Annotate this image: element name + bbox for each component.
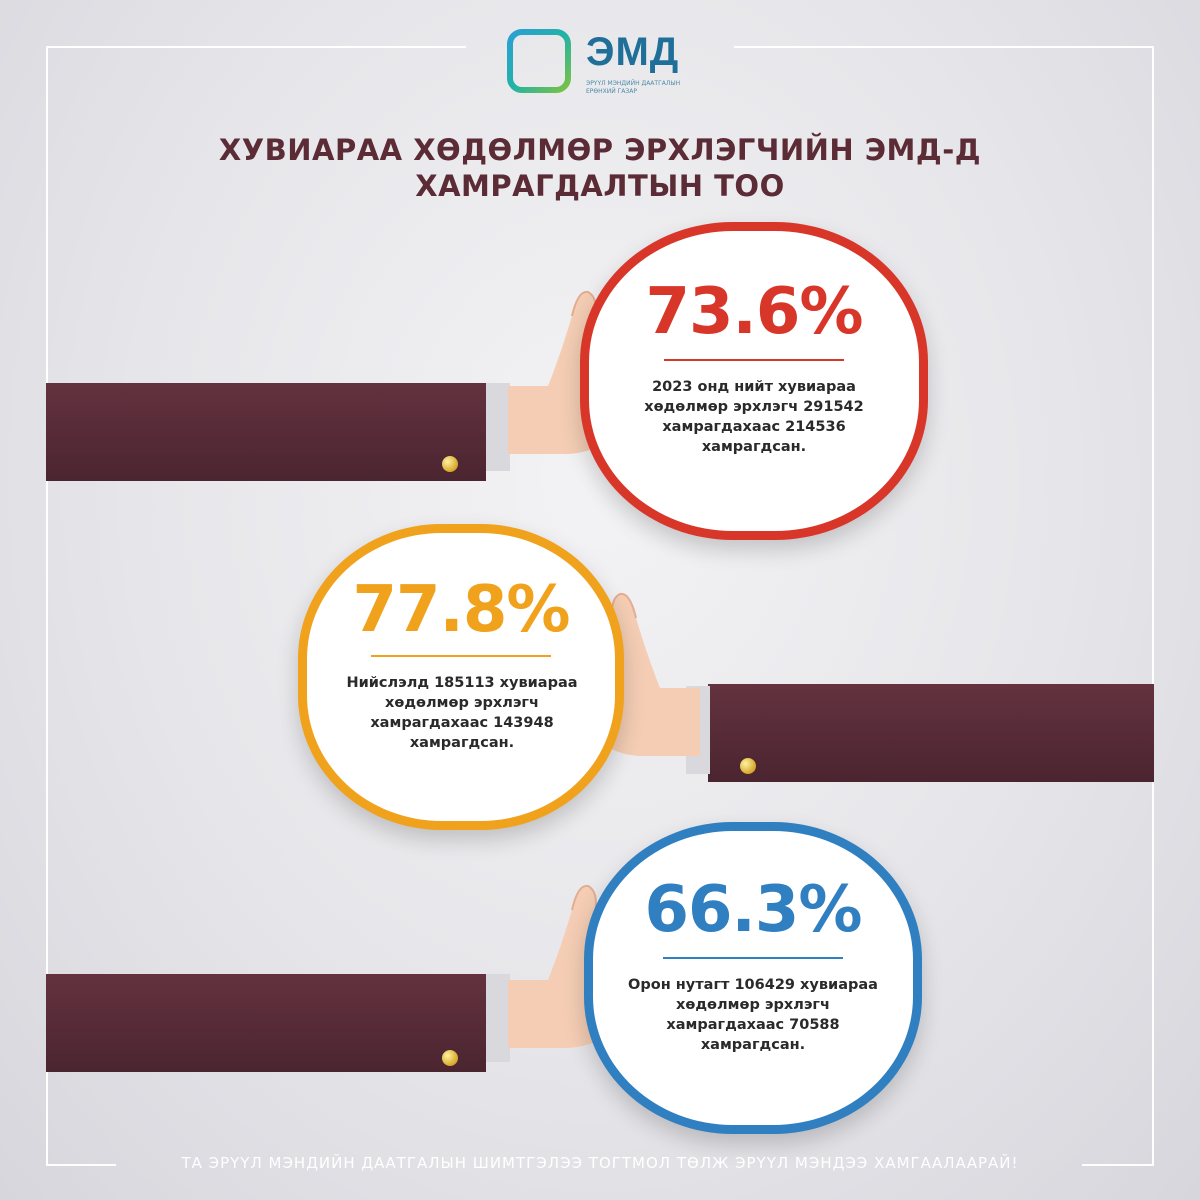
stat-percent-1: 73.6%: [645, 275, 863, 349]
sleeve-button-1: [442, 456, 458, 472]
cuff-1: [486, 383, 510, 471]
sleeve-3: [46, 974, 486, 1072]
sleeve-button-2: [740, 758, 756, 774]
frame-bottom-left: [46, 1164, 116, 1166]
cuff-3: [486, 974, 510, 1062]
knot-logo-icon: [501, 23, 577, 99]
logo-name: ЭМД: [586, 30, 680, 74]
logo-subtitle: ЭРҮҮЛ МЭНДИЙН ДААТГАЛЫН ЕРӨНХИЙ ГАЗАР: [586, 80, 681, 95]
stat-description-2: Нийслэлд 185113 хувиараа хөдөлмөр эрхлэг…: [346, 675, 578, 751]
frame-left: [46, 46, 48, 1166]
stat-card-1: 73.6% 2023 онд нийт хувиараа хөдөлмөр эр…: [580, 222, 928, 540]
title-line-1: ХУВИАРАА ХӨДӨЛМӨР ЭРХЛЭГЧИЙН ЭМД-Д: [218, 133, 982, 167]
stat-description-1: 2023 онд нийт хувиараа хөдөлмөр эрхлэгч …: [644, 379, 864, 455]
stat-card-2: 77.8% Нийслэлд 185113 хувиараа хөдөлмөр …: [298, 524, 624, 830]
sleeve-button-3: [442, 1050, 458, 1066]
stat-percent-3: 66.3%: [644, 873, 862, 947]
stat-rule-1: [664, 359, 844, 361]
frame-top-left: [46, 46, 466, 48]
title-line-2: ХАМРАГДАЛТЫН ТОО: [415, 169, 785, 203]
stat-rule-2: [371, 655, 551, 657]
frame-top-right: [734, 46, 1154, 48]
logo: ЭМД ЭРҮҮЛ МЭНДИЙН ДААТГАЛЫН ЕРӨНХИЙ ГАЗА…: [500, 22, 700, 104]
frame-bottom-right: [1082, 1164, 1154, 1166]
stat-percent-2: 77.8%: [352, 573, 570, 647]
footer-slogan: ТА ЭРҮҮЛ МЭНДИЙН ДААТГАЛЫН ШИМТГЭЛЭЭ ТОГ…: [181, 1154, 1019, 1172]
frame-right: [1152, 46, 1154, 1166]
page-title: ХУВИАРАА ХӨДӨЛМӨР ЭРХЛЭГЧИЙН ЭМД-Д ХАМРА…: [150, 132, 1050, 204]
stat-card-3: 66.3% Орон нутагт 106429 хувиараа хөдөлм…: [584, 822, 922, 1134]
stat-rule-3: [663, 957, 843, 959]
sleeve-2: [708, 684, 1154, 782]
sleeve-1: [46, 383, 486, 481]
stat-description-3: Орон нутагт 106429 хувиараа хөдөлмөр эрх…: [628, 977, 878, 1053]
